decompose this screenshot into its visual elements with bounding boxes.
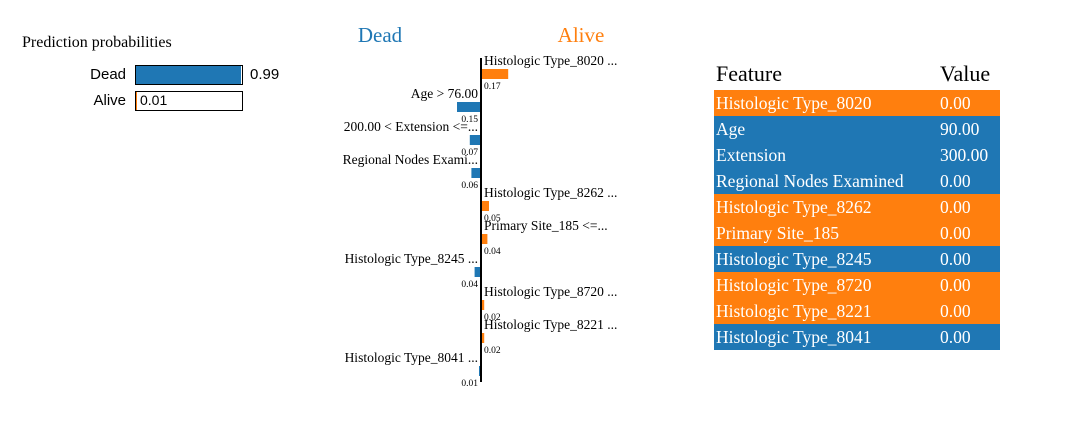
table-row: Age 90.00 [714,116,1000,142]
table-row: Histologic Type_8245 0.00 [714,246,1000,272]
feature-name-cell: Regional Nodes Examined [716,170,904,191]
contribution-value: 0.01 [461,379,478,389]
feature-value-cell: 0.00 [940,170,971,191]
feature-value-cell: 0.00 [940,300,971,321]
prediction-probabilities-title: Prediction probabilities [22,34,172,51]
feature-value-table: Feature Value Histologic Type_8020 0.00 Ag… [714,58,1000,350]
contribution-bar [481,69,509,79]
feature-label: Regional Nodes Exami... [343,152,478,167]
contribution-value: 0.15 [461,115,478,125]
contribution-value: 0.17 [484,82,501,92]
table-row: Histologic Type_8020 0.00 [714,90,1000,116]
table-row: Regional Nodes Examined 0.00 [714,168,1000,194]
contribution-bar [481,300,485,310]
table-row: Histologic Type_8720 0.00 [714,272,1000,298]
contribution-bar [474,267,481,277]
feature-value-cell: 0.00 [940,92,971,113]
probability-row-dead: Dead 0.99 [0,65,300,85]
feature-value-cell: 0.00 [940,222,971,243]
probability-label: Dead [90,66,126,83]
table-header-row: Feature Value [714,58,1000,90]
feature-label: Age > 76.00 [411,86,478,101]
contribution-value: 0.05 [484,214,501,224]
contribution-value: 0.06 [461,181,478,191]
probability-row-alive: Alive 0.01 [0,91,300,111]
feature-name-cell: Histologic Type_8720 [716,274,872,295]
feature-label: Histologic Type_8245 ... [345,251,478,266]
feature-name-cell: Histologic Type_8221 [716,300,872,321]
column-header-value: Value [938,58,1000,90]
probability-bar-frame: 0.01 [135,91,243,111]
contribution-value: 0.04 [484,247,501,257]
contribution-bar [471,168,481,178]
feature-value-cell: 0.00 [940,248,971,269]
contribution-value: 0.04 [461,280,478,290]
feature-value-cell: 90.00 [940,118,980,139]
feature-value-cell: 0.00 [940,196,971,217]
feature-label: Histologic Type_8041 ... [345,350,478,365]
contribution-bar [457,102,481,112]
contribution-value: 0.07 [461,148,478,158]
feature-name-cell: Extension [716,144,786,165]
class-label-dead: Dead [358,23,403,47]
feature-name-cell: Histologic Type_8020 [716,92,872,113]
table-row: Extension 300.00 [714,142,1000,168]
feature-label: Histologic Type_8262 ... [484,185,617,200]
feature-label: Histologic Type_8720 ... [484,284,617,299]
feature-name-cell: Histologic Type_8262 [716,196,872,217]
probability-value: 0.01 [140,92,168,108]
class-label-alive: Alive [558,23,605,47]
feature-name-cell: Age [716,118,746,139]
feature-label: Histologic Type_8221 ... [484,317,617,332]
contribution-value: 0.02 [484,346,501,356]
probability-value: 0.99 [250,66,280,83]
column-header-feature: Feature [714,58,938,90]
contribution-bar [469,135,481,145]
table-row: Histologic Type_8221 0.00 [714,298,1000,324]
feature-contribution-chart: Dead Alive Histologic Type_8020 ... 0.17 A… [343,23,618,389]
feature-label: 200.00 < Extension <=... [344,119,478,134]
feature-name-cell: Primary Site_185 [716,222,839,243]
contribution-bar [481,234,488,244]
probability-label: Alive [93,92,126,109]
table-row: Histologic Type_8041 0.00 [714,324,1000,350]
contribution-bar [481,201,489,211]
probability-bar-frame [135,65,243,85]
feature-name-cell: Histologic Type_8041 [716,326,872,347]
probability-bar-fill [136,92,138,110]
table-row: Histologic Type_8262 0.00 [714,194,1000,220]
probability-bar-fill [136,66,241,84]
feature-value-cell: 300.00 [940,144,989,165]
contribution-value: 0.02 [484,313,501,323]
feature-label: Primary Site_185 <=... [484,218,608,233]
feature-label: Histologic Type_8020 ... [484,53,617,68]
table-row: Primary Site_185 0.00 [714,220,1000,246]
contribution-bar [481,333,485,343]
feature-value-cell: 0.00 [940,326,971,347]
feature-name-cell: Histologic Type_8245 [716,248,872,269]
feature-value-cell: 0.00 [940,274,971,295]
